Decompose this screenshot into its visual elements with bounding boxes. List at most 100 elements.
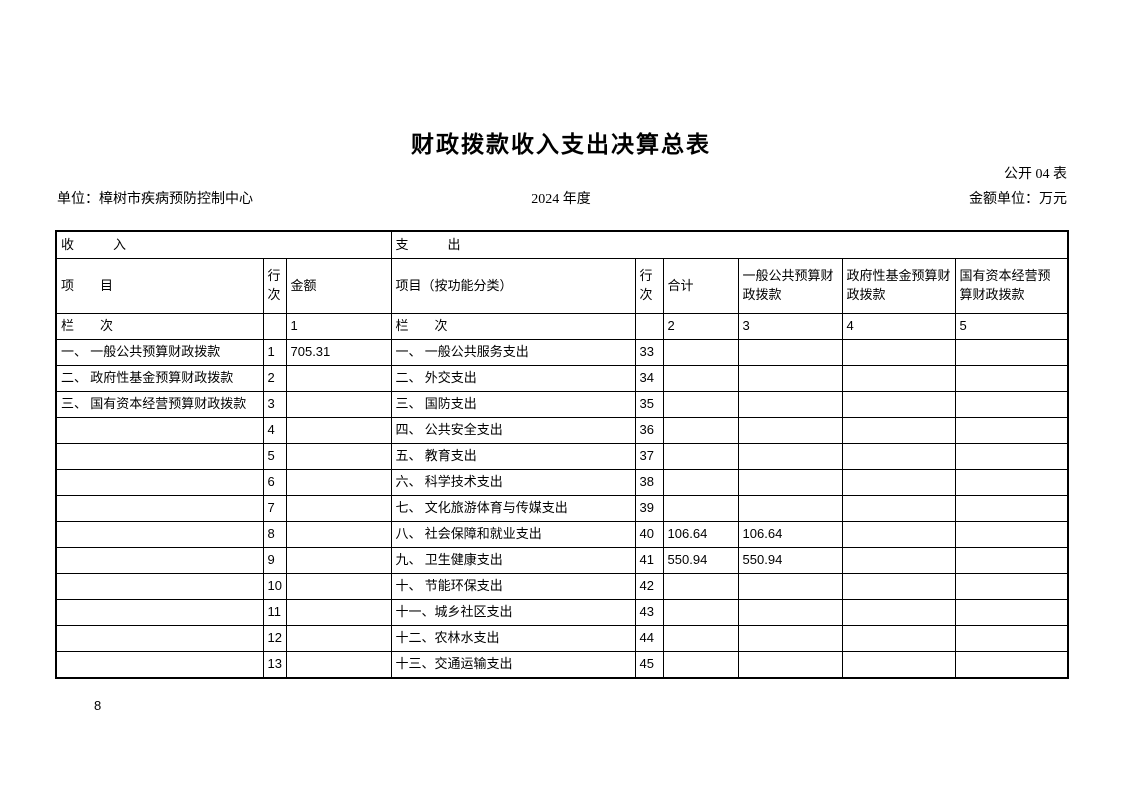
amount-unit-label: 金额单位：万元	[969, 192, 1067, 207]
expense-general-public-budget	[737, 417, 843, 444]
income-line-no: 3	[262, 391, 287, 418]
table-row: 12 十二、农林水支出 44	[55, 625, 1069, 652]
expense-total	[662, 651, 739, 679]
expense-line-no: 38	[634, 469, 664, 496]
expense-item: 一、 一般公共服务支出	[390, 339, 636, 366]
expense-item: 三、 国防支出	[390, 391, 636, 418]
table-row: 11 十一、城乡社区支出 43	[55, 599, 1069, 626]
expense-general-public-budget	[737, 469, 843, 496]
expense-line-no: 44	[634, 625, 664, 652]
info-row: 单位：樟树市疾病预防控制中心 2024 年度 金额单位：万元	[55, 188, 1067, 208]
income-line-no: 8	[262, 521, 287, 548]
expense-gov-fund-budget	[841, 495, 956, 522]
income-amount: 705.31	[285, 339, 392, 366]
expense-general-public-budget	[737, 573, 843, 600]
income-amount	[285, 417, 392, 444]
expense-total	[662, 495, 739, 522]
expense-state-capital-budget	[954, 417, 1069, 444]
expense-state-capital-budget	[954, 547, 1069, 574]
table-row: 4 四、 公共安全支出 36	[55, 417, 1069, 444]
income-item	[55, 521, 264, 548]
income-amount	[285, 625, 392, 652]
expense-general-public-budget	[737, 495, 843, 522]
expense-line-no: 42	[634, 573, 664, 600]
expense-line-no: 34	[634, 365, 664, 392]
expense-total	[662, 469, 739, 496]
lanci-income-line	[262, 313, 287, 340]
expense-section-header: 支 出	[390, 230, 1069, 259]
expense-total	[662, 365, 739, 392]
expense-general-public-budget	[737, 339, 843, 366]
col-expense-total: 合计	[662, 258, 739, 314]
expense-state-capital-budget	[954, 651, 1069, 679]
expense-gov-fund-budget	[841, 599, 956, 626]
income-amount	[285, 651, 392, 679]
income-line-no: 6	[262, 469, 287, 496]
lanci-expense-line	[634, 313, 664, 340]
income-amount	[285, 443, 392, 470]
expense-gov-fund-budget	[841, 391, 956, 418]
income-item	[55, 625, 264, 652]
income-amount	[285, 495, 392, 522]
expense-item: 八、 社会保障和就业支出	[390, 521, 636, 548]
income-amount	[285, 521, 392, 548]
income-line-no: 11	[262, 599, 287, 626]
expense-state-capital-budget	[954, 443, 1069, 470]
budget-summary-table: 收 入 支 出 项 目 行次 金额 项目（按功能分类） 行次 合计 一般公共预算…	[55, 230, 1070, 679]
income-line-no: 12	[262, 625, 287, 652]
income-item	[55, 443, 264, 470]
expense-gov-fund-budget	[841, 443, 956, 470]
expense-item: 五、 教育支出	[390, 443, 636, 470]
expense-state-capital-budget	[954, 599, 1069, 626]
expense-total	[662, 573, 739, 600]
col-income-amount: 金额	[285, 258, 392, 314]
expense-gov-fund-budget	[841, 469, 956, 496]
expense-total	[662, 599, 739, 626]
income-item	[55, 599, 264, 626]
income-line-no: 10	[262, 573, 287, 600]
income-amount	[285, 599, 392, 626]
lanci-col-2: 2	[662, 313, 739, 340]
expense-line-no: 45	[634, 651, 664, 679]
income-section-header: 收 入	[55, 230, 392, 259]
income-amount	[285, 469, 392, 496]
page-title: 财政拨款收入支出决算总表	[411, 131, 711, 157]
income-amount	[285, 573, 392, 600]
expense-total: 550.94	[662, 547, 739, 574]
expense-gov-fund-budget	[841, 651, 956, 679]
expense-total	[662, 443, 739, 470]
col-gov-fund-budget: 政府性基金预算财政拨款	[841, 258, 956, 314]
expense-item: 十二、农林水支出	[390, 625, 636, 652]
expense-line-no: 35	[634, 391, 664, 418]
lanci-expense-label: 栏 次	[390, 313, 636, 340]
income-line-no: 4	[262, 417, 287, 444]
lanci-col-3: 3	[737, 313, 843, 340]
expense-gov-fund-budget	[841, 521, 956, 548]
expense-total: 106.64	[662, 521, 739, 548]
table-row: 5 五、 教育支出 37	[55, 443, 1069, 470]
expense-gov-fund-budget	[841, 547, 956, 574]
column-header-row: 项 目 行次 金额 项目（按功能分类） 行次 合计 一般公共预算财政拨款 政府性…	[55, 258, 1069, 314]
expense-general-public-budget	[737, 391, 843, 418]
expense-state-capital-budget	[954, 521, 1069, 548]
lanci-col-5: 5	[954, 313, 1069, 340]
income-item: 三、 国有资本经营预算财政拨款	[55, 391, 264, 418]
expense-gov-fund-budget	[841, 417, 956, 444]
expense-item: 四、 公共安全支出	[390, 417, 636, 444]
expense-general-public-budget	[737, 365, 843, 392]
income-line-no: 9	[262, 547, 287, 574]
expense-line-no: 41	[634, 547, 664, 574]
page-number: 8	[94, 698, 102, 713]
table-row: 三、 国有资本经营预算财政拨款 3 三、 国防支出 35	[55, 391, 1069, 418]
expense-line-no: 37	[634, 443, 664, 470]
col-general-public-budget: 一般公共预算财政拨款	[737, 258, 843, 314]
income-line-no: 1	[262, 339, 287, 366]
expense-general-public-budget	[737, 443, 843, 470]
expense-general-public-budget: 106.64	[737, 521, 843, 548]
expense-gov-fund-budget	[841, 365, 956, 392]
table-row: 9 九、 卫生健康支出 41 550.94 550.94	[55, 547, 1069, 574]
expense-total	[662, 417, 739, 444]
expense-general-public-budget	[737, 625, 843, 652]
expense-item: 六、 科学技术支出	[390, 469, 636, 496]
